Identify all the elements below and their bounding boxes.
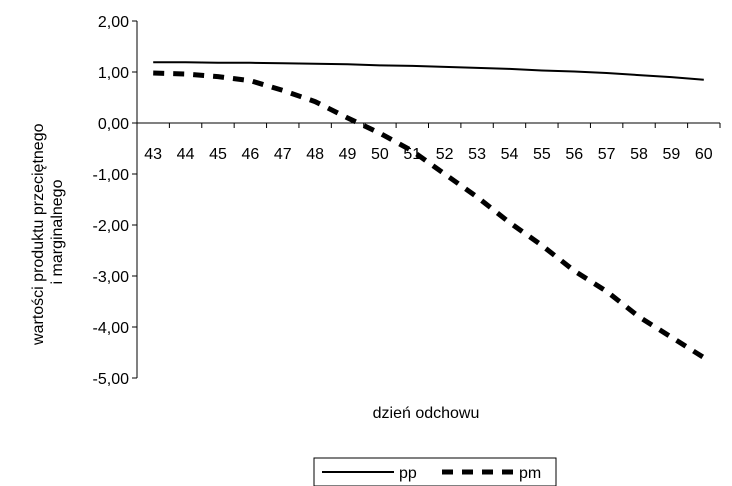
y-tick-label: -4,00 — [93, 320, 130, 337]
x-tick-label: 50 — [371, 146, 389, 163]
x-axis-title: dzień odchowu — [373, 405, 480, 422]
y-axis-title: wartości produktu przeciętnego i margina… — [30, 119, 66, 346]
x-tick-label: 54 — [501, 146, 519, 163]
series-line-pm — [153, 70, 706, 360]
x-tick-label: 47 — [274, 146, 292, 163]
x-tick-label: 56 — [565, 146, 583, 163]
series-line-pp — [153, 61, 704, 81]
y-tick-label: -1,00 — [93, 167, 130, 184]
y-tick-label: -5,00 — [93, 371, 130, 388]
y-axis-title-line-2: i marginalnego — [49, 179, 66, 284]
x-tick-label: 48 — [306, 146, 324, 163]
x-tick-label: 53 — [468, 146, 486, 163]
y-tick-label: 1,00 — [98, 65, 129, 82]
x-tick-label: 57 — [598, 146, 616, 163]
x-tick-label: 46 — [241, 146, 259, 163]
legend-label-pp: pp — [399, 465, 417, 482]
x-tick-label: 43 — [144, 146, 162, 163]
x-tick-label: 44 — [177, 146, 195, 163]
x-tick-label: 49 — [339, 146, 357, 163]
y-tick-label: 2,00 — [98, 14, 129, 31]
y-axis-title-line-1: wartości produktu przeciętnego — [30, 123, 47, 346]
legend-label-pm: pm — [519, 465, 541, 482]
x-axis: 43 44 45 46 47 48 49 50 51 52 53 54 55 56 57 58 59 60 — [136, 122, 721, 163]
x-tick-label: 45 — [209, 146, 227, 163]
x-tick-label: 58 — [630, 146, 648, 163]
x-tick-label: 60 — [695, 146, 713, 163]
y-tick-label: 0,00 — [98, 116, 129, 133]
y-tick-label: -2,00 — [93, 218, 130, 235]
x-tick-label: 55 — [533, 146, 551, 163]
x-tick-label: 59 — [663, 146, 681, 163]
y-tick-label: -3,00 — [93, 269, 130, 286]
series-layer — [153, 61, 706, 360]
legend: pp pm — [313, 457, 557, 486]
x-tick-label: 52 — [436, 146, 454, 163]
y-axis: 2,00 1,00 0,00 -1,00 -2,00 -3,00 -4,00 -5,00 — [93, 14, 138, 388]
